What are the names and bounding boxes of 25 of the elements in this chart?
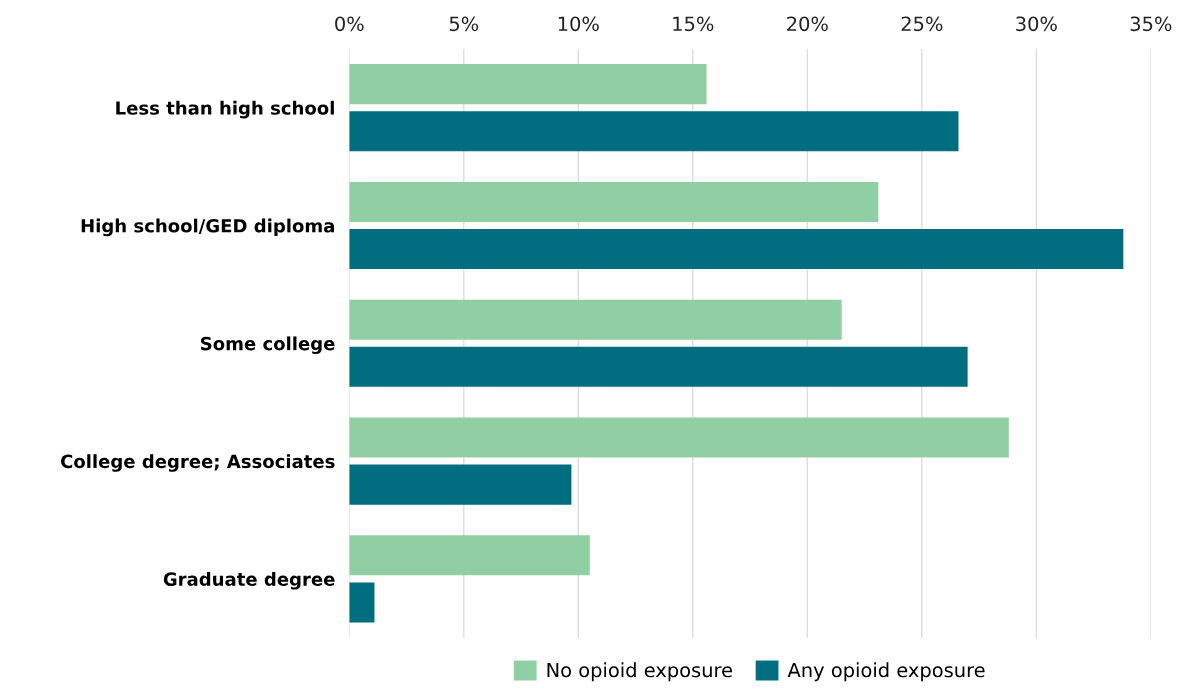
x-tick-label: 5%	[449, 16, 479, 32]
legend-label: Any opioid exposure	[787, 662, 985, 682]
bar	[349, 417, 1009, 458]
x-tick-label: 20%	[787, 16, 828, 32]
bar	[349, 111, 959, 152]
y-tick-label: College degree; Associates	[60, 454, 335, 472]
bar	[349, 535, 590, 576]
bar	[349, 181, 879, 222]
x-tick-label: 25%	[901, 16, 943, 32]
bar	[349, 582, 375, 623]
y-tick-label: High school/GED diploma	[81, 218, 334, 237]
bar	[349, 229, 1124, 270]
y-tick-label: Some college	[201, 336, 335, 355]
y-tick-label: Less than high school	[116, 100, 334, 119]
x-tick-label: 10%	[558, 16, 599, 32]
x-tick-label: 35%	[1130, 16, 1172, 32]
bar	[349, 64, 707, 105]
y-tick-label: Graduate degree	[163, 572, 335, 590]
legend-label: No opioid exposure	[547, 662, 733, 682]
x-tick-label: 0%	[335, 16, 364, 32]
x-tick-label: 30%	[1016, 16, 1057, 32]
bar	[349, 346, 968, 387]
bar	[349, 464, 572, 505]
bar	[349, 299, 842, 340]
x-tick-label: 15%	[673, 16, 714, 32]
